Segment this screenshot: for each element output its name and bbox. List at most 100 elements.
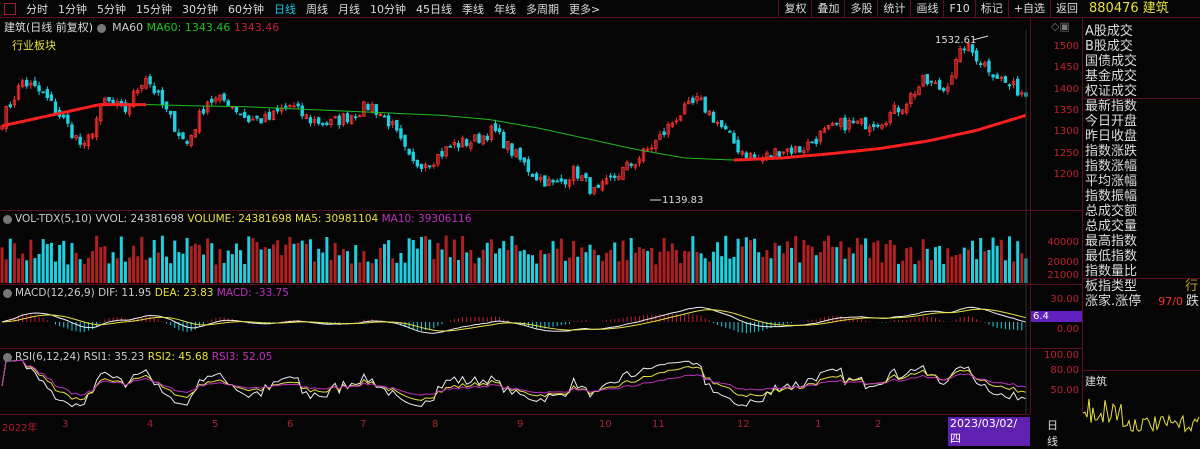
candle xyxy=(527,160,530,172)
volume-bar xyxy=(498,248,501,283)
settings-dot-icon[interactable] xyxy=(3,215,12,224)
candle xyxy=(979,64,982,65)
candle xyxy=(798,147,801,152)
candle xyxy=(724,126,727,129)
volume-bar xyxy=(251,238,254,283)
high-annotation: 1532.61 xyxy=(935,35,976,46)
candle xyxy=(276,109,279,111)
candle xyxy=(988,61,991,72)
ma60-line xyxy=(64,112,68,113)
ma60-line xyxy=(6,124,10,125)
volume-bar xyxy=(260,249,263,283)
volume-bar xyxy=(790,248,793,283)
quote-field: 总成交量 xyxy=(1083,219,1200,234)
ma60-line xyxy=(631,148,635,149)
security-code: 880476 xyxy=(1089,1,1139,16)
volume-bar xyxy=(897,264,900,283)
ma60-line xyxy=(927,140,931,141)
volume-bar xyxy=(305,244,308,283)
volume-bar xyxy=(75,253,78,283)
quote-field-label: 指数振幅 xyxy=(1085,189,1137,204)
volume-bar xyxy=(930,260,933,283)
ma60-line xyxy=(623,147,627,148)
volume-bar xyxy=(198,245,201,283)
volume-bar xyxy=(313,262,316,283)
volume-bar xyxy=(589,245,592,283)
volume-bar xyxy=(317,249,320,283)
volume-bar xyxy=(412,240,415,283)
ma60-line xyxy=(553,131,557,132)
candle xyxy=(400,129,403,138)
volume-bar xyxy=(992,238,995,283)
candle xyxy=(412,152,415,161)
volume-bar xyxy=(157,252,160,283)
volume-bar xyxy=(140,237,143,283)
volume-bar xyxy=(91,251,94,283)
volume-bar xyxy=(593,250,596,283)
volume-bar xyxy=(868,258,871,283)
volume-bar xyxy=(181,254,184,283)
candle xyxy=(260,119,263,123)
ma60-line xyxy=(907,144,911,145)
volume-bar xyxy=(572,241,575,283)
quote-field-label: 板指类型 xyxy=(1085,279,1137,294)
volume-bar xyxy=(50,243,53,283)
volume-bar xyxy=(416,249,419,283)
volume-bar xyxy=(547,253,550,283)
candle xyxy=(729,131,732,132)
settings-dot-icon[interactable] xyxy=(3,353,12,362)
period-label[interactable]: 日线 xyxy=(1047,417,1058,449)
volume-bar xyxy=(202,255,205,283)
candle xyxy=(268,112,271,119)
macd-value: MACD: -33.75 xyxy=(217,287,289,299)
volume-bar xyxy=(144,260,147,283)
volume-bar xyxy=(338,255,341,283)
volume-bar xyxy=(708,261,711,283)
volume-bar xyxy=(515,245,518,283)
quote-field-label: 最新指数 xyxy=(1085,99,1137,114)
quote-field: 基金成交 xyxy=(1083,69,1200,84)
volume-bar xyxy=(811,247,814,283)
volume-bar xyxy=(765,250,768,283)
volume-bar xyxy=(173,241,176,283)
volume-bar xyxy=(177,252,180,283)
ma60-line xyxy=(541,129,545,130)
ma60-line xyxy=(1009,119,1013,120)
volume-bar xyxy=(210,243,213,283)
candle xyxy=(770,156,773,157)
ma60-line xyxy=(586,138,590,139)
candle xyxy=(449,146,452,147)
ma60-line xyxy=(590,139,594,140)
toolbar-action-button[interactable]: 返回 xyxy=(1050,0,1083,18)
ma60-line xyxy=(1014,118,1018,119)
ma60-line xyxy=(652,152,656,153)
ma60-line xyxy=(39,117,43,118)
candle xyxy=(942,88,945,90)
zoom-icon[interactable]: ◇▣ xyxy=(1051,20,1070,33)
volume-bar xyxy=(963,248,966,283)
candle xyxy=(441,151,444,156)
candle xyxy=(897,108,900,112)
ma60-line xyxy=(549,130,553,131)
volume-bar xyxy=(757,252,760,283)
volume-bar xyxy=(87,258,90,283)
candle xyxy=(975,51,978,61)
volume-bar xyxy=(605,253,608,283)
candle xyxy=(778,152,781,156)
ma60-line xyxy=(923,141,927,142)
quote-field: 最新指数 xyxy=(1083,99,1200,114)
volume-bar xyxy=(782,253,785,283)
candle xyxy=(367,104,370,109)
volume-bar xyxy=(844,259,847,283)
volume-bar xyxy=(301,241,304,283)
settings-dot-icon[interactable] xyxy=(3,289,12,298)
ma60-line xyxy=(993,124,997,125)
quote-field: 今日开盘 xyxy=(1083,114,1200,129)
candle xyxy=(182,133,185,139)
ma60-line xyxy=(88,106,92,107)
candle xyxy=(531,174,534,176)
quote-field-label: 总成交量 xyxy=(1085,219,1137,234)
volume-bar xyxy=(667,251,670,283)
ma60-line xyxy=(886,147,890,148)
volume-bar xyxy=(218,249,221,283)
